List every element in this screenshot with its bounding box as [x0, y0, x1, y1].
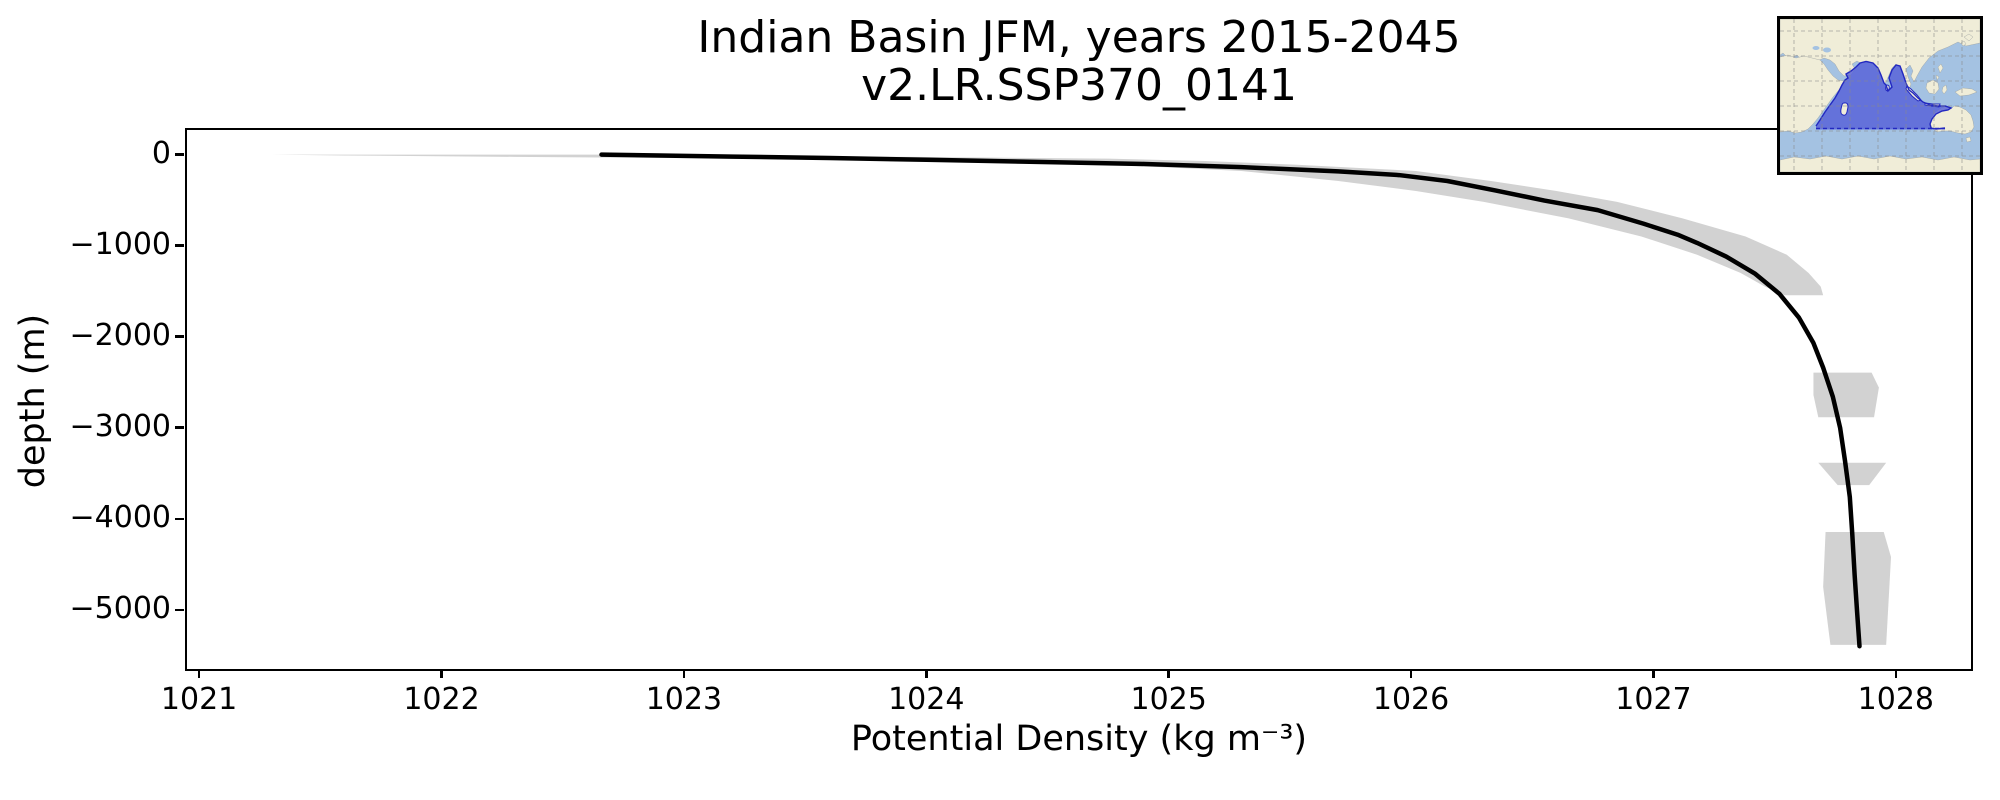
y-tick-label: −1000: [69, 226, 171, 262]
x-tick-label: 1025: [1130, 682, 1207, 717]
y-tick-mark: [175, 244, 184, 247]
inset-map-svg: [1780, 19, 1980, 172]
map-graticule: [1780, 19, 1980, 172]
x-tick-label: 1023: [645, 682, 723, 717]
y-tick-label: −2000: [69, 317, 171, 353]
uncertainty-band: [271, 154, 1823, 295]
y-tick-mark: [175, 426, 184, 429]
x-tick-label: 1022: [403, 682, 480, 717]
y-tick-label: 0: [151, 135, 171, 171]
chart-subtitle: v2.LR.SSP370_0141: [861, 60, 1297, 111]
chart-title: Indian Basin JFM, years 2015-2045: [697, 12, 1461, 63]
uncertainty-band-patch: [1817, 462, 1886, 485]
map-land-madagascar: [1840, 102, 1849, 116]
map-land-philippines: [1935, 63, 1944, 81]
plot-area: [184, 127, 1973, 671]
inset-map: [1777, 16, 1983, 175]
x-tick-mark: [1894, 669, 1898, 678]
x-tick-label: 1028: [1857, 682, 1935, 717]
x-tick-mark: [1409, 669, 1413, 678]
map-land-borneo: [1925, 79, 1940, 95]
x-tick-mark: [925, 669, 928, 678]
y-tick-mark: [175, 517, 184, 521]
y-tick-label: −4000: [69, 499, 171, 535]
map-land-tasmania: [1965, 136, 1972, 143]
x-tick-mark: [1167, 669, 1170, 678]
map-basin-outline: [1815, 60, 1953, 130]
plot-svg: [271, 151, 1891, 648]
uncertainty-band-patch: [1812, 372, 1879, 417]
y-axis-label: depth (m): [13, 313, 53, 489]
x-tick-mark: [1652, 669, 1655, 678]
y-tick-label: −5000: [69, 590, 171, 626]
map-land-newguinea: [1954, 87, 1978, 97]
map-land-japan: [1960, 33, 1974, 47]
y-tick-label: −3000: [69, 408, 171, 444]
x-tick-label: 1021: [160, 682, 238, 717]
x-tick-mark: [682, 669, 686, 678]
y-tick-mark: [175, 608, 184, 612]
profile-line: [598, 151, 1862, 648]
y-tick-mark: [175, 335, 184, 338]
x-tick-mark: [197, 669, 201, 678]
x-tick-label: 1027: [1615, 682, 1692, 717]
x-axis-label: Potential Density (kg m⁻³): [850, 719, 1308, 759]
y-tick-mark: [175, 153, 184, 156]
map-land-eurasia: [1780, 19, 1980, 91]
map-caspian-sea: [1823, 47, 1831, 53]
map-land-sulawesi: [1941, 84, 1948, 95]
x-tick-mark: [440, 669, 443, 678]
x-tick-label: 1026: [1372, 682, 1450, 717]
x-tick-label: 1024: [888, 682, 965, 717]
map-black-sea: [1812, 46, 1820, 50]
